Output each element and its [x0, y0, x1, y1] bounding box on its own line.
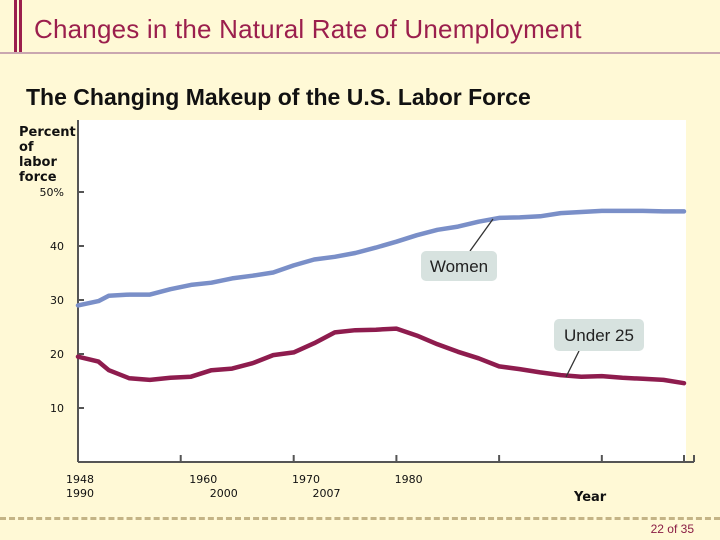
y-axis-label-line: labor: [19, 155, 57, 170]
series-line-women: [75, 208, 687, 308]
y-tick-label: 20: [50, 348, 64, 361]
x-tick-label: 1980: [395, 473, 423, 486]
x-tick-label: 1990: [66, 487, 94, 500]
annotation-leader-women: [469, 218, 494, 252]
y-axis-label-line: Percent: [19, 125, 76, 140]
header-divider: [0, 52, 720, 54]
footer-divider: [0, 517, 720, 520]
header-accent-bars: [14, 0, 22, 52]
annotation-label-women: Women: [430, 257, 488, 276]
y-axis-label-line: force: [19, 170, 57, 185]
x-tick-label: 1948: [66, 473, 94, 486]
x-tick-label: 2007: [313, 487, 341, 500]
x-tick-label: 2000: [210, 487, 238, 500]
y-tick-label: 30: [50, 294, 64, 307]
annotation-leader-under-25: [565, 350, 580, 378]
y-axis-label: Percent of labor force: [19, 125, 76, 185]
x-axis-label: Year: [573, 490, 607, 505]
y-tick-label: 10: [50, 402, 64, 415]
page-number: 22 of 35: [650, 522, 694, 536]
y-tick-label: 40: [50, 240, 64, 253]
chart-title: The Changing Makeup of the U.S. Labor Fo…: [26, 84, 531, 110]
annotation-box-under-25: [554, 319, 644, 351]
y-axis-label-line: of: [19, 140, 34, 155]
annotation-label-under-25: Under 25: [564, 326, 634, 345]
x-tick-label: 1960: [189, 473, 217, 486]
y-tick-label: 50%: [40, 186, 64, 199]
plot-area: [78, 120, 686, 462]
slide-header-title: Changes in the Natural Rate of Unemploym…: [34, 14, 582, 44]
series-line-under-25: [75, 326, 687, 386]
annotation-box-women: [421, 251, 497, 281]
x-tick-label: 1970: [292, 473, 320, 486]
